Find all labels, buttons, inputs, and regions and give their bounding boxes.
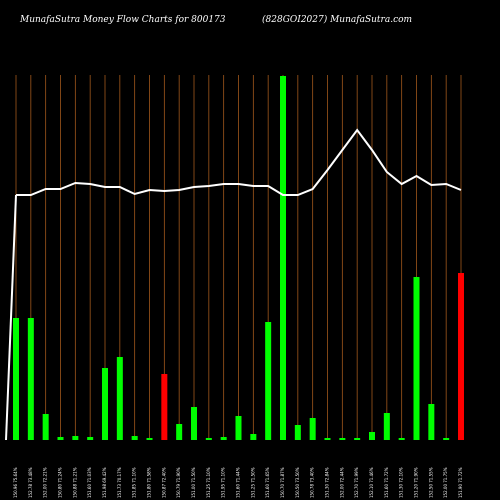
bar [280, 76, 286, 440]
bar [265, 322, 272, 440]
bar [42, 414, 49, 440]
bar [383, 413, 390, 440]
x-tick-label: 152.50 71.55% [428, 467, 433, 498]
bar [220, 437, 227, 440]
bar [57, 437, 64, 440]
x-tick-label: 151.73 70.17% [117, 467, 122, 498]
bar [369, 432, 375, 440]
bar [146, 438, 153, 440]
x-tick-label: 151.60 71.65% [265, 467, 270, 498]
x-tick-label: 152.00 71.75% [443, 467, 448, 498]
x-tick-label: 150.79 71.90% [176, 467, 181, 498]
bar [191, 407, 197, 440]
x-tick-label: 151.00 71.50% [191, 467, 196, 498]
bar [102, 368, 108, 440]
x-tick-label: 150.80 71.24% [58, 467, 63, 498]
x-tick-label: 151.80 71.58% [147, 467, 152, 498]
x-tick-label: 151.25 71.10% [206, 467, 211, 498]
x-tick-label: 150.78 73.40% [310, 467, 315, 498]
bar [87, 437, 94, 440]
x-tick-label: 151.30 72.10% [399, 467, 404, 498]
x-tick-label: 150.88 71.21% [72, 467, 77, 498]
money-flow-line [16, 128, 462, 196]
bar [413, 277, 420, 440]
bar [294, 425, 301, 440]
x-tick-label: 152.78 73.48% [28, 467, 33, 498]
x-tick-label: 150.96 75.64% [13, 467, 18, 498]
x-tick-label: 152.70 71.99% [354, 467, 359, 498]
bar [339, 438, 346, 440]
x-tick-label: 151.98 69.42% [102, 467, 107, 498]
bar [398, 438, 405, 440]
x-tick-label: 151.25 71.50% [250, 467, 255, 498]
x-tick-label: 151.90 71.72% [458, 467, 463, 498]
bar [354, 438, 361, 440]
x-tick-label: 151.60 71.44% [236, 467, 241, 498]
x-tick-label: 151.95 71.10% [221, 467, 226, 498]
line-lead [5, 194, 17, 441]
bar [250, 434, 257, 440]
chart-subtitle: (828GOI2027) MunafaSutra.com [262, 14, 412, 25]
bar [324, 438, 331, 440]
bar [235, 416, 242, 440]
x-tick-label: 152.00 72.21% [43, 467, 48, 498]
bar [205, 438, 212, 440]
x-tick-label: 152.00 72.44% [339, 467, 344, 498]
x-tick-label: 151.20 71.90% [414, 467, 419, 498]
x-tick-label: 152.10 71.46% [369, 467, 374, 498]
bar [27, 318, 34, 440]
x-tick-label: 150.70 71.87% [280, 467, 285, 498]
x-tick-label: 150.50 73.50% [295, 467, 300, 498]
x-tick-label: 150.87 72.40% [161, 467, 166, 498]
bar [428, 404, 435, 440]
bar [116, 357, 123, 440]
bar [176, 424, 183, 440]
bar [443, 438, 450, 440]
bar [13, 318, 19, 440]
x-tick-label: 151.60 71.03% [87, 467, 92, 498]
chart-title: MunafaSutra Money Flow Charts for 800173 [19, 15, 226, 25]
bar [458, 273, 464, 440]
x-tick-label: 151.30 72.84% [325, 467, 330, 498]
bar [131, 436, 138, 440]
bar [161, 374, 168, 440]
x-tick-label: 151.60 71.72% [384, 467, 389, 498]
bar [309, 418, 316, 440]
x-tick-label: 151.85 71.10% [132, 467, 137, 498]
bar [72, 436, 79, 440]
